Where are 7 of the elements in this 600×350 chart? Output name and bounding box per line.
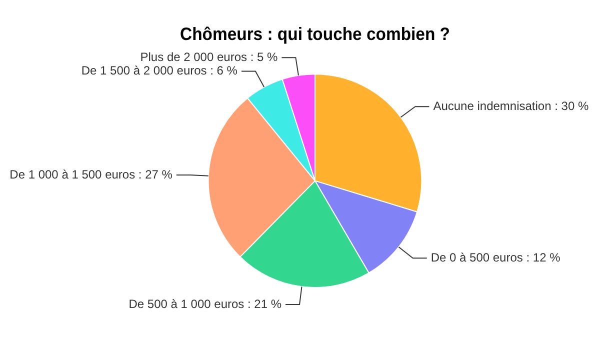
chart-title: Chômeurs : qui touche combien ? — [180, 23, 450, 44]
slice-label: Plus de 2 000 euros : 5 % — [140, 50, 278, 64]
slice-label: De 0 à 500 euros : 12 % — [430, 250, 561, 264]
slice-label: De 500 à 1 000 euros : 21 % — [128, 296, 282, 311]
slice-label: Aucune indemnisation : 30 % — [433, 98, 589, 113]
slice-label: De 1 000 à 1 500 euros : 27 % — [10, 167, 173, 182]
slice-label: De 1 500 à 2 000 euros : 6 % — [81, 64, 238, 78]
